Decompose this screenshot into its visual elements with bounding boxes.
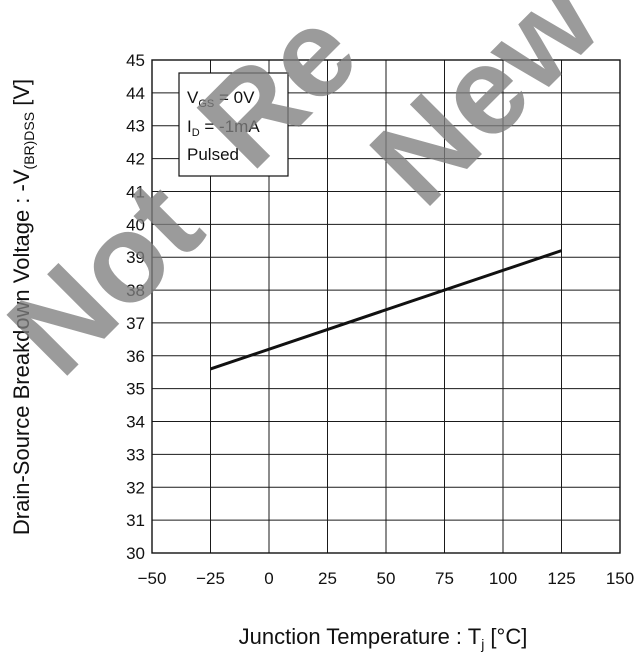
x-tick-label: −25: [196, 569, 225, 588]
x-tick-label: 125: [547, 569, 575, 588]
y-tick-label: 31: [126, 511, 145, 530]
y-tick-label: 45: [126, 51, 145, 70]
series-layer: [210, 249, 562, 371]
x-tick-label: 75: [435, 569, 454, 588]
x-axis-title-text: Junction Temperature : T: [239, 624, 482, 649]
x-tick-labels: −50 −25 0 25 50 75 100 125 150: [138, 569, 635, 588]
x-tick-label: 100: [489, 569, 517, 588]
condition-id-main: I: [187, 117, 192, 136]
plot-frame: [151, 59, 621, 554]
x-tick-label: 50: [377, 569, 396, 588]
x-axis-title: Junction Temperature : Tj [°C]: [239, 624, 528, 652]
condition-id: ID = -1mA: [187, 117, 260, 139]
y-tick-label: 44: [126, 84, 145, 103]
y-tick-label: 43: [126, 117, 145, 136]
y-tick-labels: 30 31 32 33 34 35 36 37 38 39 40 41 42 43 44 45: [126, 51, 145, 563]
y-tick-label: 34: [126, 413, 145, 432]
x-tick-label: 150: [606, 569, 634, 588]
y-tick-label: 42: [126, 150, 145, 169]
x-axis-title-sub: j: [480, 636, 484, 652]
x-axis-title-unit: [°C]: [484, 624, 527, 649]
y-axis-title: Drain-Source Breakdown Voltage : -V(BR)D…: [9, 79, 37, 535]
condition-vgs-sub: GS: [198, 98, 214, 110]
y-tick-label: 38: [126, 281, 145, 300]
watermark: Not Re New: [0, 0, 626, 401]
conditions-box-frame: [178, 72, 289, 177]
y-tick-label: 32: [126, 478, 145, 497]
y-tick-label: 41: [126, 182, 145, 201]
y-tick-label: 36: [126, 347, 145, 366]
y-tick-label: 39: [126, 248, 145, 267]
y-tick-label: 40: [126, 215, 145, 234]
y-axis-title-sub: (BR)DSS: [21, 112, 37, 170]
conditions-box: VGS = 0V ID = -1mA Pulsed: [178, 72, 289, 177]
condition-id-rest: = -1mA: [200, 117, 261, 136]
condition-vgs: VGS = 0V: [187, 88, 255, 110]
y-axis-title-text: Drain-Source Breakdown Voltage : -V: [9, 169, 34, 535]
watermark-word-not: Not: [0, 155, 228, 401]
plot-area-border: [151, 59, 621, 554]
y-tick-label: 35: [126, 380, 145, 399]
watermark-word-new: New: [345, 0, 626, 231]
y-axis-title-unit: [V]: [9, 79, 34, 112]
x-tick-label: 25: [318, 569, 337, 588]
y-tick-label: 30: [126, 544, 145, 563]
series-line: [210, 249, 562, 371]
y-tick-label: 37: [126, 314, 145, 333]
condition-id-sub: D: [192, 127, 200, 139]
condition-mode: Pulsed: [187, 145, 239, 164]
y-tick-label: 33: [126, 445, 145, 464]
condition-vgs-rest: = 0V: [214, 88, 255, 107]
x-tick-label: −50: [138, 569, 167, 588]
condition-vgs-main: V: [187, 88, 199, 107]
x-tick-label: 0: [264, 569, 273, 588]
